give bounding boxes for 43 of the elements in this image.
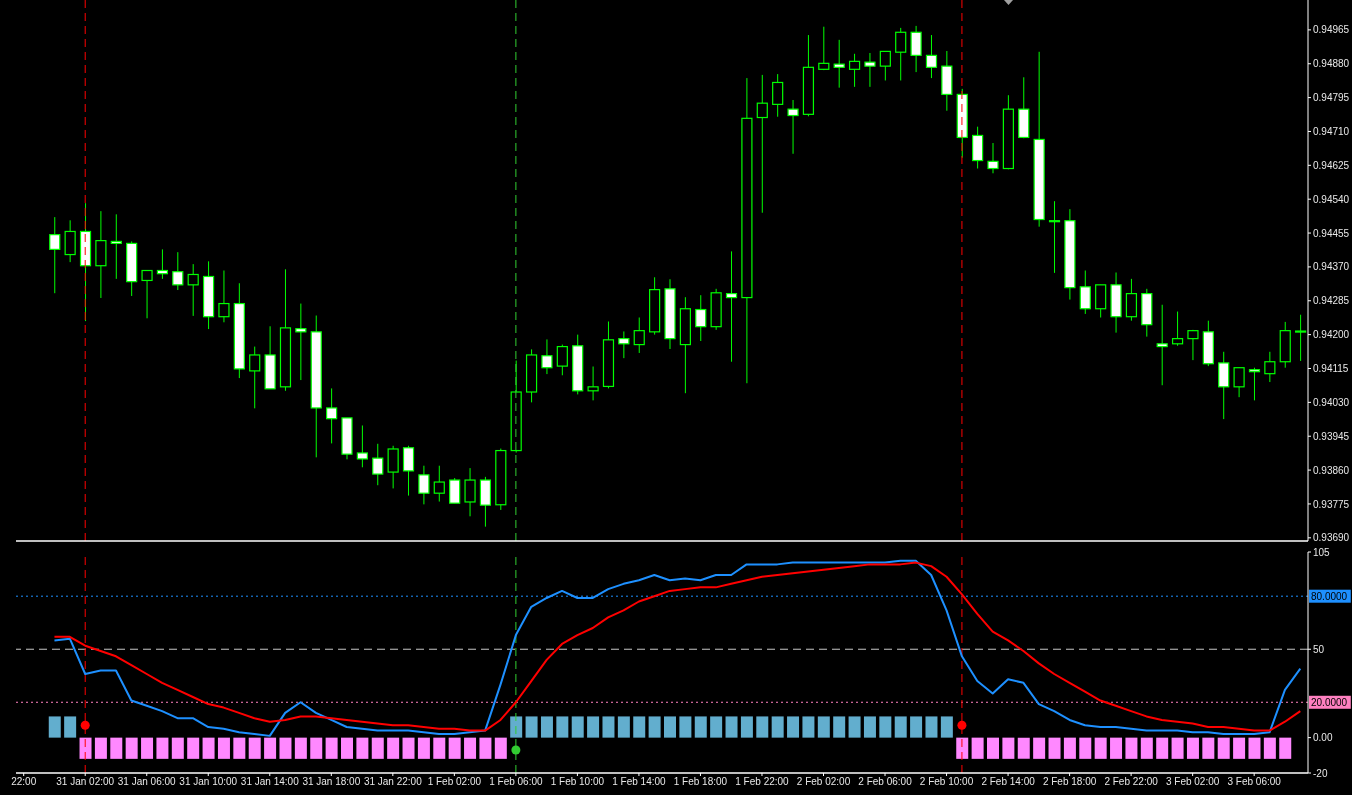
x-tick-label: 3 Feb 02:00 xyxy=(1165,776,1220,788)
y-tick-label: 0.94115 xyxy=(1313,363,1349,375)
y-tick-label: 0.94795 xyxy=(1313,92,1350,104)
y-tick-label: -20 xyxy=(1313,767,1328,779)
y-tick-label: 0.94540 xyxy=(1313,193,1350,205)
y-tick-label: 50 xyxy=(1313,643,1325,655)
x-tick-label: 1 Feb 18:00 xyxy=(673,776,728,788)
x-tick-label: 1 Feb 06:00 xyxy=(489,776,544,788)
y-tick-label: 0.94625 xyxy=(1313,159,1350,171)
x-tick-label: 2 Feb 18:00 xyxy=(1042,776,1097,788)
y-tick-label: 0.94370 xyxy=(1313,261,1350,273)
y-tick-label: 0.94455 xyxy=(1313,227,1350,239)
x-tick-label: 1 Feb 14:00 xyxy=(612,776,667,788)
y-tick-label: 0.94285 xyxy=(1313,295,1350,307)
y-tick-label: 0.94880 xyxy=(1313,58,1350,70)
x-tick-label: 31 Jan 14:00 xyxy=(240,776,300,788)
x-tick-label: 3 Feb 06:00 xyxy=(1227,776,1282,788)
ref-line-label: 80.0000 xyxy=(1311,590,1348,602)
x-tick-label: 31 Jan 10:00 xyxy=(179,776,238,788)
y-tick-label: 105 xyxy=(1313,546,1331,558)
y-tick-label: 0.00 xyxy=(1313,732,1333,744)
y-tick-label: 0.94710 xyxy=(1313,126,1350,138)
x-tick-label: 2 Feb 22:00 xyxy=(1104,776,1159,788)
x-tick-label: 2 Feb 14:00 xyxy=(981,776,1036,788)
x-tick-label: 1 Feb 02:00 xyxy=(427,776,482,788)
x-tick-label: 31 Jan 06:00 xyxy=(117,776,177,788)
x-tick-label: 31 Jan 22:00 xyxy=(363,776,423,788)
x-tick-label: 31 Jan 18:00 xyxy=(302,776,361,788)
y-tick-label: 0.93945 xyxy=(1313,430,1350,442)
x-tick-label: 2 Feb 02:00 xyxy=(796,776,851,788)
y-tick-label: 0.94965 xyxy=(1313,24,1350,36)
ref-line-label: 20.0000 xyxy=(1311,696,1348,708)
x-tick-label: 1 Feb 22:00 xyxy=(735,776,790,788)
x-tick-label: 2 Feb 10:00 xyxy=(919,776,974,788)
x-tick-label: 2 Feb 06:00 xyxy=(858,776,913,788)
x-tick-label: 31 Jan 02:00 xyxy=(56,776,115,788)
y-tick-label: 0.94030 xyxy=(1313,396,1350,408)
y-tick-label: 0.93860 xyxy=(1313,464,1350,476)
x-tick-label: 1 Feb 10:00 xyxy=(550,776,605,788)
y-tick-label: 0.94200 xyxy=(1313,329,1350,341)
y-tick-label: 0.93690 xyxy=(1313,532,1350,544)
x-tick-label: 22:00 xyxy=(11,776,37,788)
y-tick-label: 0.93775 xyxy=(1313,498,1350,510)
